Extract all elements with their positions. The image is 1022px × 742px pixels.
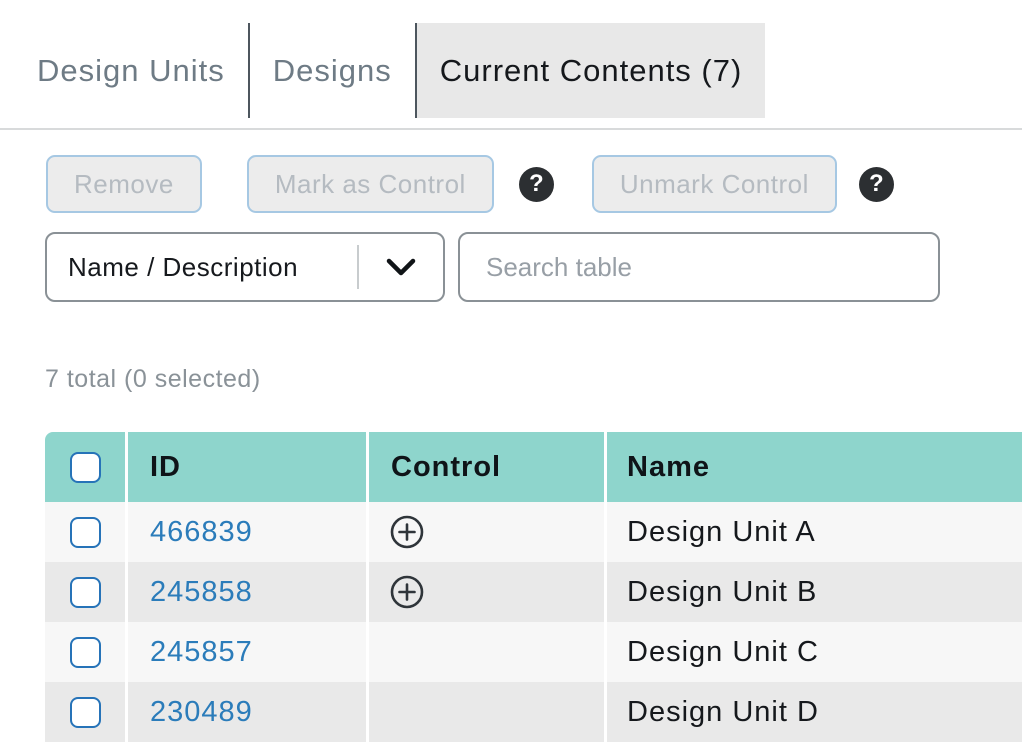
row-checkbox[interactable] — [69, 516, 101, 548]
mark-control-help-icon[interactable]: ? — [518, 166, 554, 202]
remove-button[interactable]: Remove — [46, 155, 202, 213]
unmark-control-help-icon[interactable]: ? — [858, 166, 894, 202]
tab-bar: Design Units Designs Current Contents (7… — [14, 23, 766, 118]
unmark-control-button[interactable]: Unmark Control — [591, 155, 837, 213]
contents-table: ID Control Name 466839 Design Unit A 245… — [45, 432, 1022, 742]
row-id-link[interactable]: 245858 — [150, 575, 253, 608]
search-input[interactable] — [460, 234, 938, 300]
search-field-dropdown-value: Name / Description — [68, 251, 299, 282]
select-all-checkbox[interactable] — [69, 451, 101, 483]
chevron-down-icon — [359, 258, 443, 277]
filter-row: Name / Description — [45, 232, 940, 302]
row-name: Design Unit D — [607, 682, 1022, 742]
row-id-link[interactable]: 466839 — [150, 515, 253, 548]
row-checkbox[interactable] — [69, 696, 101, 728]
selection-summary: 7 total (0 selected) — [45, 365, 261, 393]
tab-divider — [247, 23, 250, 118]
search-input-wrap — [458, 232, 940, 302]
tab-bar-rule — [0, 128, 1022, 130]
search-field-dropdown[interactable]: Name / Description — [45, 232, 445, 302]
table-row: 466839 Design Unit A — [45, 502, 1022, 562]
tab-current-contents[interactable]: Current Contents (7) — [416, 23, 766, 118]
table-header-row: ID Control Name — [45, 432, 1022, 502]
row-id-link[interactable]: 245857 — [150, 635, 253, 668]
table-row: 245857 Design Unit C — [45, 622, 1022, 682]
column-header-id: ID — [128, 432, 366, 502]
dropdown-separator — [357, 245, 359, 289]
row-id-link[interactable]: 230489 — [150, 695, 253, 728]
tab-designs[interactable]: Designs — [272, 53, 392, 88]
plus-circle-icon[interactable] — [389, 574, 425, 610]
row-name: Design Unit A — [607, 502, 1022, 562]
tab-design-units[interactable]: Design Units — [37, 53, 225, 88]
tab-divider — [414, 23, 417, 118]
action-toolbar: Remove Mark as Control ? Unmark Control … — [46, 155, 894, 213]
row-name: Design Unit B — [607, 562, 1022, 622]
plus-circle-icon[interactable] — [389, 514, 425, 550]
row-name: Design Unit C — [607, 622, 1022, 682]
column-header-control: Control — [369, 432, 604, 502]
select-all-cell — [45, 432, 125, 502]
column-header-name: Name — [607, 432, 1022, 502]
row-checkbox[interactable] — [69, 636, 101, 668]
mark-as-control-button[interactable]: Mark as Control — [246, 155, 494, 213]
row-checkbox[interactable] — [69, 576, 101, 608]
table-row: 230489 Design Unit D — [45, 682, 1022, 742]
table-row: 245858 Design Unit B — [45, 562, 1022, 622]
